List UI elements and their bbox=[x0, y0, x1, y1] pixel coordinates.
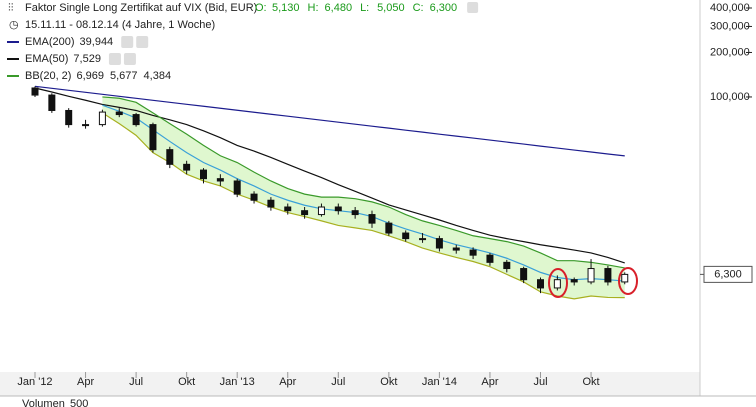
candle-body bbox=[351, 210, 359, 216]
x-tick-label: Jan '13 bbox=[220, 376, 255, 388]
subtitle: 15.11.11 - 08.12.14 (4 Jahre, 1 Woche) bbox=[25, 19, 215, 31]
indicator-line bbox=[102, 104, 625, 282]
candle-body bbox=[621, 273, 629, 283]
candle-body bbox=[65, 109, 73, 126]
candle-body bbox=[233, 180, 241, 195]
close-button[interactable] bbox=[136, 36, 149, 48]
x-axis-band bbox=[0, 372, 700, 396]
candle-body bbox=[115, 111, 123, 116]
legend-value: 39,944 bbox=[80, 36, 114, 48]
quote-label: C: bbox=[413, 2, 424, 14]
candle-body bbox=[334, 206, 342, 212]
quote-value: 6,300 bbox=[430, 2, 458, 14]
quote-label: O: bbox=[255, 2, 267, 14]
legend-value: 4,384 bbox=[144, 70, 172, 82]
highlight-circle bbox=[548, 268, 568, 298]
legend-value: 5,677 bbox=[110, 70, 138, 82]
candle-body bbox=[503, 261, 511, 270]
header: ⫶⫶ Faktor Single Long Zertifikat auf VIX… bbox=[7, 2, 479, 82]
candle-body bbox=[82, 124, 90, 127]
candle-body bbox=[419, 238, 427, 241]
quote-label: L: bbox=[360, 2, 369, 14]
settings-button[interactable] bbox=[467, 2, 479, 13]
legend-label: EMA(200) bbox=[25, 36, 75, 48]
x-tick-label: Okt bbox=[582, 376, 599, 388]
candle-body bbox=[469, 249, 477, 256]
candle-body bbox=[570, 279, 578, 283]
x-tick-label: Jan '14 bbox=[422, 376, 457, 388]
candle-body bbox=[267, 199, 275, 208]
close-button[interactable] bbox=[123, 53, 136, 65]
chart-icon: ⫶⫶ bbox=[8, 2, 14, 14]
x-tick-label: Apr bbox=[77, 376, 94, 388]
candle-body bbox=[216, 178, 224, 182]
indicator-line bbox=[102, 96, 625, 269]
x-tick-label: Jul bbox=[533, 376, 547, 388]
candle-body bbox=[301, 210, 309, 216]
y-tick-label: 200,000 bbox=[710, 46, 750, 58]
candle-body bbox=[520, 268, 528, 281]
candle-body bbox=[452, 247, 460, 251]
x-tick-label: Okt bbox=[178, 376, 195, 388]
x-tick-label: Jul bbox=[129, 376, 143, 388]
candle-body bbox=[317, 206, 325, 216]
plot bbox=[31, 85, 629, 300]
quote-value: 6,480 bbox=[325, 2, 353, 14]
candle-body bbox=[604, 268, 612, 283]
x-tick-label: Apr bbox=[279, 376, 296, 388]
candle-body bbox=[385, 222, 393, 234]
candle-body bbox=[553, 279, 561, 289]
y-tick-label: 300,000 bbox=[710, 20, 750, 32]
quote-value: 5,050 bbox=[377, 2, 405, 14]
candle-body bbox=[31, 87, 39, 96]
x-tick-label: Jul bbox=[331, 376, 345, 388]
candle-body bbox=[250, 193, 258, 201]
candle-body bbox=[200, 169, 207, 180]
candle-body bbox=[284, 206, 292, 212]
chart-title: Faktor Single Long Zertifikat auf VIX (B… bbox=[25, 2, 257, 14]
highlight-circle bbox=[618, 267, 638, 295]
candle-body bbox=[486, 254, 494, 263]
clock-icon: ◷ bbox=[9, 19, 19, 31]
x-tick-label: Jan '12 bbox=[17, 376, 52, 388]
last-price-label: 6,300 bbox=[714, 268, 742, 280]
last-price-box bbox=[703, 265, 753, 283]
legend-label: BB(20, 2) bbox=[25, 70, 71, 82]
candle-body bbox=[587, 268, 595, 283]
indicator-line bbox=[34, 85, 625, 157]
volume-tick: 500 bbox=[70, 398, 88, 407]
bollinger-band-fill bbox=[102, 96, 625, 299]
candle-body bbox=[537, 279, 544, 289]
candle-body bbox=[183, 163, 191, 171]
candle-body bbox=[132, 114, 140, 126]
candle-body bbox=[402, 232, 410, 240]
legend-value: 7,529 bbox=[73, 53, 101, 65]
legend-label: EMA(50) bbox=[25, 53, 68, 65]
indicator-line bbox=[102, 112, 625, 300]
candle-body bbox=[98, 111, 106, 126]
candle-body bbox=[368, 214, 376, 224]
quote-value: 5,130 bbox=[272, 2, 300, 14]
x-tick-label: Apr bbox=[481, 376, 498, 388]
volume-label: Volumen bbox=[22, 398, 65, 407]
candle-body bbox=[166, 149, 174, 165]
candle-body bbox=[48, 94, 56, 111]
legend-value: 6,969 bbox=[76, 70, 104, 82]
indicator-line bbox=[34, 87, 625, 264]
y-tick-label: 400,000 bbox=[710, 2, 750, 14]
quote-label: H: bbox=[308, 2, 319, 14]
y-tick-label: 100,000 bbox=[710, 91, 750, 103]
candle-body bbox=[435, 238, 443, 249]
settings-button[interactable] bbox=[121, 36, 134, 48]
settings-button[interactable] bbox=[108, 53, 121, 65]
x-tick-label: Okt bbox=[380, 376, 397, 388]
candle-body bbox=[149, 124, 157, 151]
